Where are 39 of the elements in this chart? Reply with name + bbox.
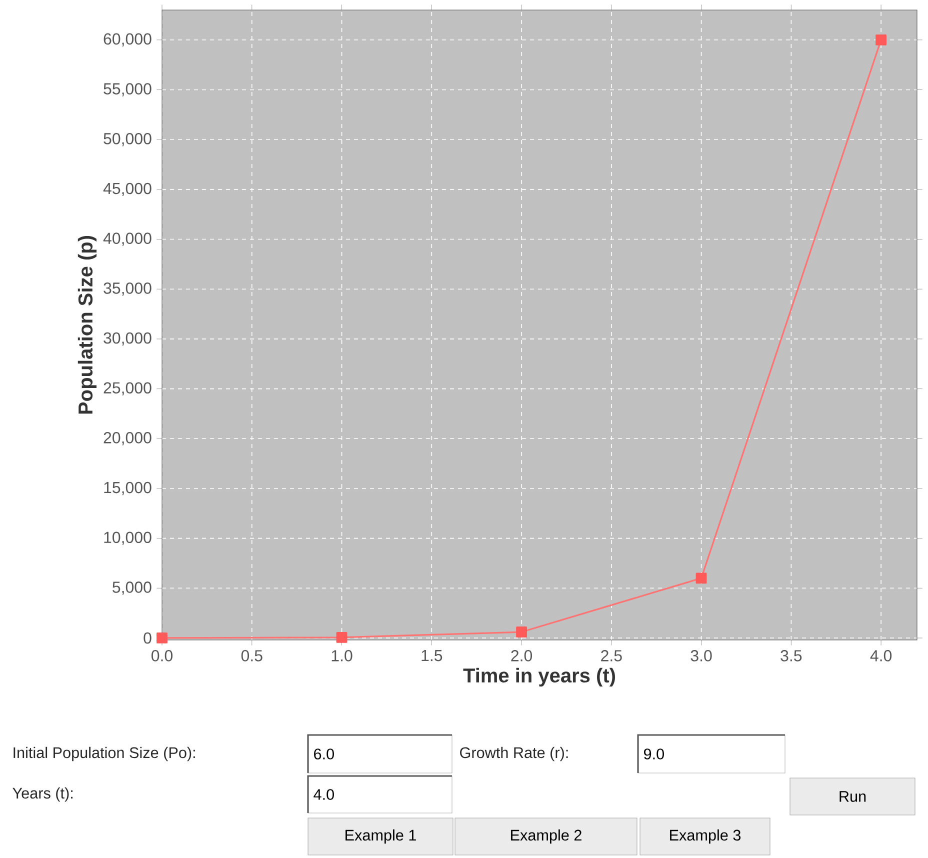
text: Growth Rate (r): [460, 746, 568, 762]
y-axis-title: Population Size (p) [78, 236, 97, 414]
y-tick-label: 50,000 [104, 132, 152, 146]
x-tick-label: 0.0 [152, 650, 173, 662]
x-tick-label: 2.5 [601, 650, 622, 662]
point [336, 632, 348, 643]
text: Example 3 [670, 829, 741, 844]
point [696, 572, 707, 584]
y-tick-label: 35,000 [104, 282, 152, 296]
text: Initial Population Size (Po): [14, 746, 195, 762]
y-tick-label: 5,000 [112, 582, 152, 595]
y-tick-label: 60,000 [104, 33, 152, 47]
point [516, 626, 527, 638]
text: Years (t): [12, 787, 73, 802]
y-tick-label: 40,000 [103, 232, 152, 246]
x-tick-label: 2.0 [511, 650, 532, 662]
text: Example 1 [346, 829, 416, 844]
point [876, 34, 887, 46]
point [156, 632, 168, 644]
text: 9.0 [644, 748, 664, 760]
y-tick-label: 20,000 [104, 432, 152, 446]
x-tick-label: 1.5 [422, 650, 442, 662]
x-tick-label: 1.0 [332, 650, 352, 662]
y-tick-label: 55,000 [104, 83, 152, 96]
x-tick-label: 4.0 [870, 650, 892, 662]
y-tick-label: 25,000 [104, 382, 152, 396]
text: Example 2 [511, 829, 582, 844]
y-tick-label: 10,000 [104, 532, 152, 545]
x-tick-label: 3.0 [690, 650, 712, 662]
text: 4.0 [314, 789, 334, 800]
y-tick-label: 0 [144, 632, 152, 644]
text: 6.0 [314, 748, 334, 760]
y-tick-label: 45,000 [103, 182, 152, 196]
x-tick-label: 3.5 [780, 650, 802, 662]
y-tick-label: 30,000 [104, 332, 152, 346]
x-tick-label: 0.5 [241, 650, 262, 662]
text: Run [840, 791, 866, 802]
y-tick-label: 15,000 [104, 482, 152, 496]
x-axis-title: Time in years (t) [463, 668, 615, 686]
